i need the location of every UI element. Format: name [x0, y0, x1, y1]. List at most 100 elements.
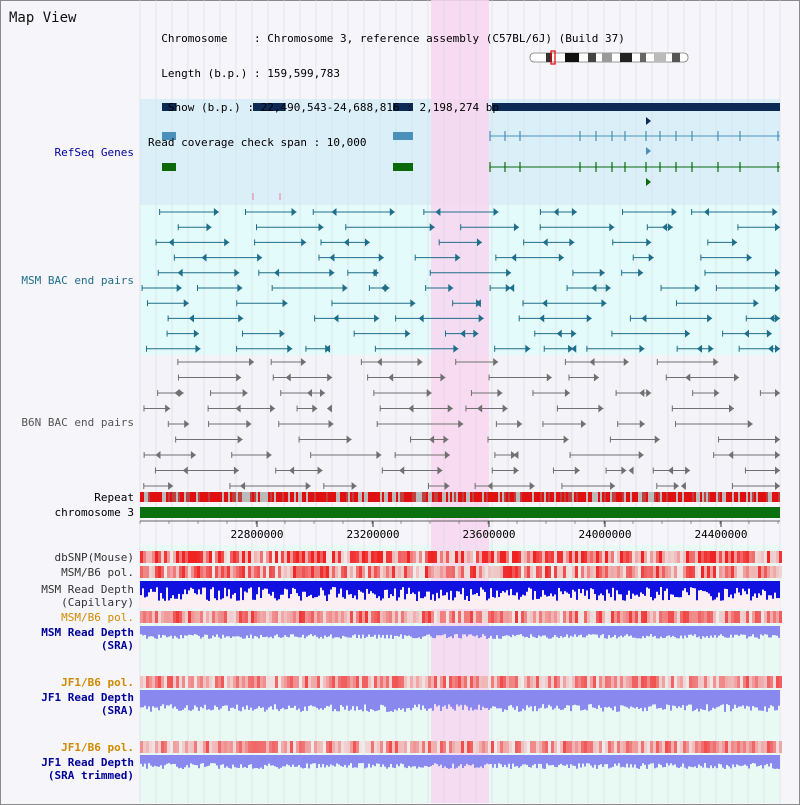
msm-depth-sra-bar	[602, 626, 604, 635]
msm-depth-sra-bar	[720, 626, 722, 635]
msm-b6-pol-cell	[452, 566, 455, 578]
msm-bac-arrow	[586, 314, 592, 323]
msm-bac-arrow	[775, 344, 780, 353]
repeat-segment	[594, 492, 596, 502]
track-label-jf1-b6-pol-2[interactable]: JF1/B6 pol.	[61, 741, 134, 754]
msm-b6-pol-cell	[758, 566, 761, 578]
track-label-msm-depth-sra[interactable]: MSM Read Depth	[41, 626, 134, 639]
jf1-b6-pol-cell	[500, 676, 503, 688]
jf1-b6-pol-2-cell	[440, 741, 443, 753]
jf1-b6-pol-2-cell	[305, 741, 308, 753]
msm-depth-capillary-bar	[542, 581, 544, 591]
dbsnp-cell	[536, 551, 539, 563]
msm-b6-pol-2-cell	[170, 611, 173, 623]
b6n-bac-arrow	[233, 466, 239, 475]
msm-b6-pol-cell	[281, 566, 284, 578]
msm-depth-sra-bar	[726, 626, 728, 638]
jf1-depth-trimmed-bar	[668, 755, 670, 766]
jf1-b6-pol-cell	[155, 676, 158, 688]
jf1-depth-sra-bar	[174, 690, 176, 707]
msm-depth-sra-bar	[588, 626, 590, 635]
jf1-b6-pol-2-cell	[302, 741, 305, 753]
msm-depth-sra-bar	[204, 626, 206, 635]
msm-b6-pol-2-cell	[299, 611, 302, 623]
msm-b6-pol-cell	[254, 566, 257, 578]
track-label-b6n-bac[interactable]: B6N BAC end pairs	[21, 416, 134, 429]
dbsnp-cell	[506, 551, 509, 563]
jf1-depth-trimmed-bar	[370, 755, 372, 768]
msm-b6-pol-cell	[611, 566, 614, 578]
jf1-depth-trimmed-bar	[346, 755, 348, 768]
track-label-msm-depth-capillary[interactable]: MSM Read Depth	[41, 583, 134, 596]
msm-b6-pol-cell	[548, 566, 551, 578]
repeat-segment	[628, 492, 630, 502]
jf1-b6-pol-cell	[752, 676, 755, 688]
msm-depth-sra-bar	[404, 626, 406, 636]
repeat-segment	[194, 492, 196, 502]
repeat-segment	[346, 492, 348, 502]
track-label-refseq[interactable]: RefSeq Genes	[54, 146, 134, 159]
jf1-b6-pol-2-cell	[278, 741, 281, 753]
repeat-segment	[704, 492, 706, 502]
msm-b6-pol-2-cell	[542, 611, 545, 623]
msm-depth-capillary-bar	[278, 581, 280, 600]
jf1-depth-sra-bar	[468, 690, 470, 711]
jf1-depth-sra-bar	[730, 690, 732, 712]
repeat-segment	[190, 492, 192, 502]
msm-depth-capillary-bar	[774, 581, 776, 593]
jf1-b6-pol-cell	[326, 676, 329, 688]
msm-depth-capillary-bar	[258, 581, 260, 588]
msm-depth-capillary-bar	[622, 581, 624, 601]
msm-depth-sra-bar	[354, 626, 356, 635]
refseq-genes-glyphs[interactable]	[162, 103, 780, 200]
jf1-b6-pol-2-cell	[629, 741, 632, 753]
track-label-jf1-depth-sra[interactable]: JF1 Read Depth	[41, 691, 134, 704]
msm-b6-pol-cell	[500, 566, 503, 578]
jf1-depth-trimmed-bar	[612, 755, 614, 767]
track-label-chromosome[interactable]: chromosome 3	[54, 506, 134, 519]
jf1-depth-trimmed-bar	[358, 755, 360, 764]
jf1-depth-trimmed-bar	[538, 755, 540, 764]
jf1-b6-pol-2-cell	[737, 741, 740, 753]
jf1-depth-sra-bar	[772, 690, 774, 707]
msm-depth-sra-bar	[732, 626, 734, 638]
jf1-b6-pol-2-cell	[476, 741, 479, 753]
jf1-b6-pol-2-cell	[713, 741, 716, 753]
msm-depth-capillary-bar	[640, 581, 642, 593]
msm-depth-sra-bar	[746, 626, 748, 639]
track-label-jf1-depth-trimmed[interactable]: JF1 Read Depth	[41, 756, 134, 769]
jf1-depth-trimmed-bar	[574, 755, 576, 766]
msm-depth-capillary-bar	[198, 581, 200, 590]
msm-depth-capillary-bar	[146, 581, 148, 597]
track-label-msm-b6-pol[interactable]: MSM/B6 pol.	[61, 566, 134, 579]
jf1-depth-sra-bar	[238, 690, 240, 711]
track-label-msm-b6-pol-2[interactable]: MSM/B6 pol.	[61, 611, 134, 624]
repeat-segment	[542, 492, 544, 502]
jf1-depth-sra-bar	[560, 690, 562, 710]
chromosome-ideogram[interactable]	[529, 50, 689, 65]
jf1-b6-pol-cell	[740, 676, 743, 688]
b6n-bac-arrow	[351, 482, 357, 490]
b6n-bac-arrow	[182, 466, 188, 475]
msm-b6-pol-2-cell	[365, 611, 368, 623]
track-label-repeat[interactable]: Repeat	[94, 491, 134, 504]
jf1-b6-pol-cell	[275, 676, 278, 688]
jf1-depth-trimmed-bar	[718, 755, 720, 764]
track-label-msm-bac[interactable]: MSM BAC end pairs	[21, 274, 134, 287]
jf1-depth-sra-bar	[308, 690, 310, 707]
grid-lines	[139, 0, 781, 803]
b6n-bac-glyphs[interactable]	[143, 358, 780, 490]
dbsnp-cell	[140, 551, 143, 563]
msm-bac-glyphs[interactable]	[141, 208, 780, 353]
jf1-b6-pol-2-cell	[446, 741, 449, 753]
repeat-segment	[720, 492, 722, 502]
msm-depth-capillary-bar	[182, 581, 184, 595]
dbsnp-cell	[239, 551, 242, 563]
track-label-dbsnp[interactable]: dbSNP(Mouse)	[54, 551, 134, 564]
jf1-depth-trimmed-bar	[642, 755, 644, 764]
track-label-jf1-b6-pol[interactable]: JF1/B6 pol.	[61, 676, 134, 689]
jf1-depth-trimmed-bar	[438, 755, 440, 767]
dbsnp-cell	[359, 551, 362, 563]
msm-b6-pol-cell	[194, 566, 197, 578]
